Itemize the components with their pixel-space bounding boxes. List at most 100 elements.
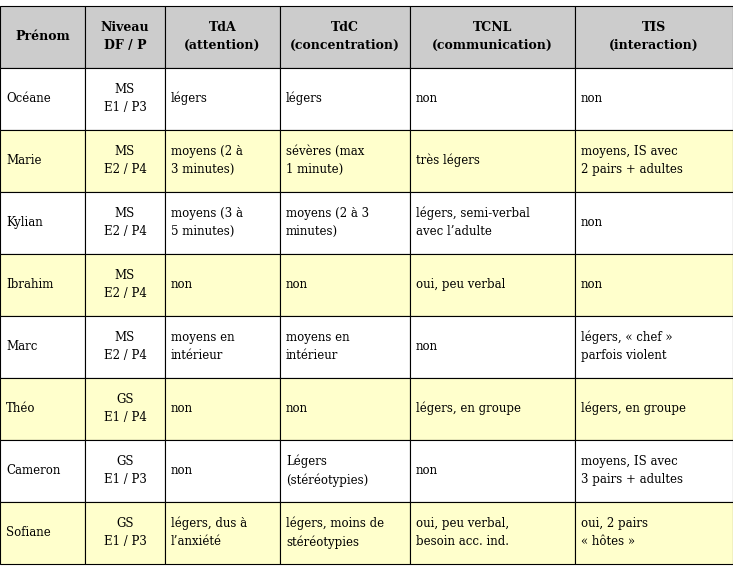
Bar [85, 501, 165, 563]
Text: oui, peu verbal: oui, peu verbal [416, 278, 505, 291]
Bar [0, 377, 85, 439]
Bar [85, 192, 165, 254]
Text: TdC
(concentration): TdC (concentration) [290, 21, 400, 52]
Bar [165, 192, 280, 254]
Bar [85, 130, 165, 192]
Bar [280, 439, 410, 501]
Bar [85, 254, 165, 315]
Text: non: non [171, 402, 193, 415]
Bar [0, 6, 85, 68]
Bar [575, 68, 733, 130]
Text: Théo: Théo [6, 402, 35, 415]
Text: Prénom: Prénom [15, 30, 70, 43]
Bar [165, 439, 280, 501]
Bar [280, 192, 410, 254]
Bar [85, 439, 165, 501]
Text: MS
E2 / P4: MS E2 / P4 [103, 331, 147, 362]
Bar [410, 254, 575, 315]
Bar [575, 6, 733, 68]
Text: TCNL
(communication): TCNL (communication) [432, 21, 553, 52]
Text: légers, « chef »
parfois violent: légers, « chef » parfois violent [581, 331, 673, 362]
Bar [410, 130, 575, 192]
Text: légers, en groupe: légers, en groupe [581, 402, 686, 415]
Text: légers: légers [171, 92, 208, 105]
Bar [575, 254, 733, 315]
Bar [165, 6, 280, 68]
Bar [0, 439, 85, 501]
Text: TIS
(interaction): TIS (interaction) [609, 21, 699, 52]
Text: MS
E1 / P3: MS E1 / P3 [103, 83, 147, 114]
Text: Marc: Marc [6, 340, 37, 353]
Text: non: non [581, 92, 603, 105]
Text: légers, semi-verbal
avec l’adulte: légers, semi-verbal avec l’adulte [416, 207, 530, 238]
Bar [575, 192, 733, 254]
Text: oui, 2 pairs
« hôtes »: oui, 2 pairs « hôtes » [581, 517, 648, 548]
Text: Sofiane: Sofiane [6, 526, 51, 539]
Text: TdA
(attention): TdA (attention) [184, 21, 261, 52]
Text: moyens en
intérieur: moyens en intérieur [171, 331, 235, 362]
Text: moyens (3 à
5 minutes): moyens (3 à 5 minutes) [171, 207, 243, 238]
Bar [410, 501, 575, 563]
Bar [85, 377, 165, 439]
Text: non: non [286, 402, 308, 415]
Text: oui, peu verbal,
besoin acc. ind.: oui, peu verbal, besoin acc. ind. [416, 517, 509, 548]
Bar [410, 192, 575, 254]
Text: non: non [171, 278, 193, 291]
Bar [410, 439, 575, 501]
Text: non: non [581, 278, 603, 291]
Text: Marie: Marie [6, 154, 42, 167]
Text: légers, moins de
stéréotypies: légers, moins de stéréotypies [286, 517, 384, 549]
Bar [410, 68, 575, 130]
Text: non: non [581, 216, 603, 229]
Bar [165, 254, 280, 315]
Bar [165, 68, 280, 130]
Text: Niveau
DF / P: Niveau DF / P [100, 21, 150, 52]
Text: Cameron: Cameron [6, 464, 60, 477]
Text: moyens, IS avec
2 pairs + adultes: moyens, IS avec 2 pairs + adultes [581, 145, 683, 176]
Bar [280, 254, 410, 315]
Bar [280, 6, 410, 68]
Bar [575, 377, 733, 439]
Text: Légers
(stéréotypies): Légers (stéréotypies) [286, 455, 368, 486]
Bar [0, 501, 85, 563]
Bar [165, 501, 280, 563]
Bar [575, 315, 733, 377]
Text: très légers: très légers [416, 154, 480, 167]
Bar [0, 68, 85, 130]
Text: Océane: Océane [6, 92, 51, 105]
Text: légers, dus à
l’anxiété: légers, dus à l’anxiété [171, 517, 247, 549]
Text: MS
E2 / P4: MS E2 / P4 [103, 269, 147, 300]
Text: non: non [171, 464, 193, 477]
Text: Ibrahim: Ibrahim [6, 278, 54, 291]
Text: non: non [416, 464, 438, 477]
Bar [280, 315, 410, 377]
Text: moyens en
intérieur: moyens en intérieur [286, 331, 350, 362]
Bar [85, 68, 165, 130]
Text: MS
E2 / P4: MS E2 / P4 [103, 207, 147, 238]
Bar [410, 315, 575, 377]
Bar [575, 130, 733, 192]
Text: légers, en groupe: légers, en groupe [416, 402, 521, 415]
Text: non: non [416, 340, 438, 353]
Bar [165, 315, 280, 377]
Text: non: non [286, 278, 308, 291]
Text: GS
E1 / P3: GS E1 / P3 [103, 517, 147, 548]
Text: GS
E1 / P4: GS E1 / P4 [103, 393, 147, 424]
Bar [85, 315, 165, 377]
Text: GS
E1 / P3: GS E1 / P3 [103, 455, 147, 486]
Bar [85, 6, 165, 68]
Bar [165, 130, 280, 192]
Bar [0, 315, 85, 377]
Bar [0, 130, 85, 192]
Bar [575, 501, 733, 563]
Text: moyens (2 à 3
minutes): moyens (2 à 3 minutes) [286, 207, 369, 238]
Text: légers: légers [286, 92, 323, 105]
Bar [575, 439, 733, 501]
Bar [280, 377, 410, 439]
Bar [410, 6, 575, 68]
Bar [280, 130, 410, 192]
Bar [0, 254, 85, 315]
Bar [410, 377, 575, 439]
Text: non: non [416, 92, 438, 105]
Bar [0, 192, 85, 254]
